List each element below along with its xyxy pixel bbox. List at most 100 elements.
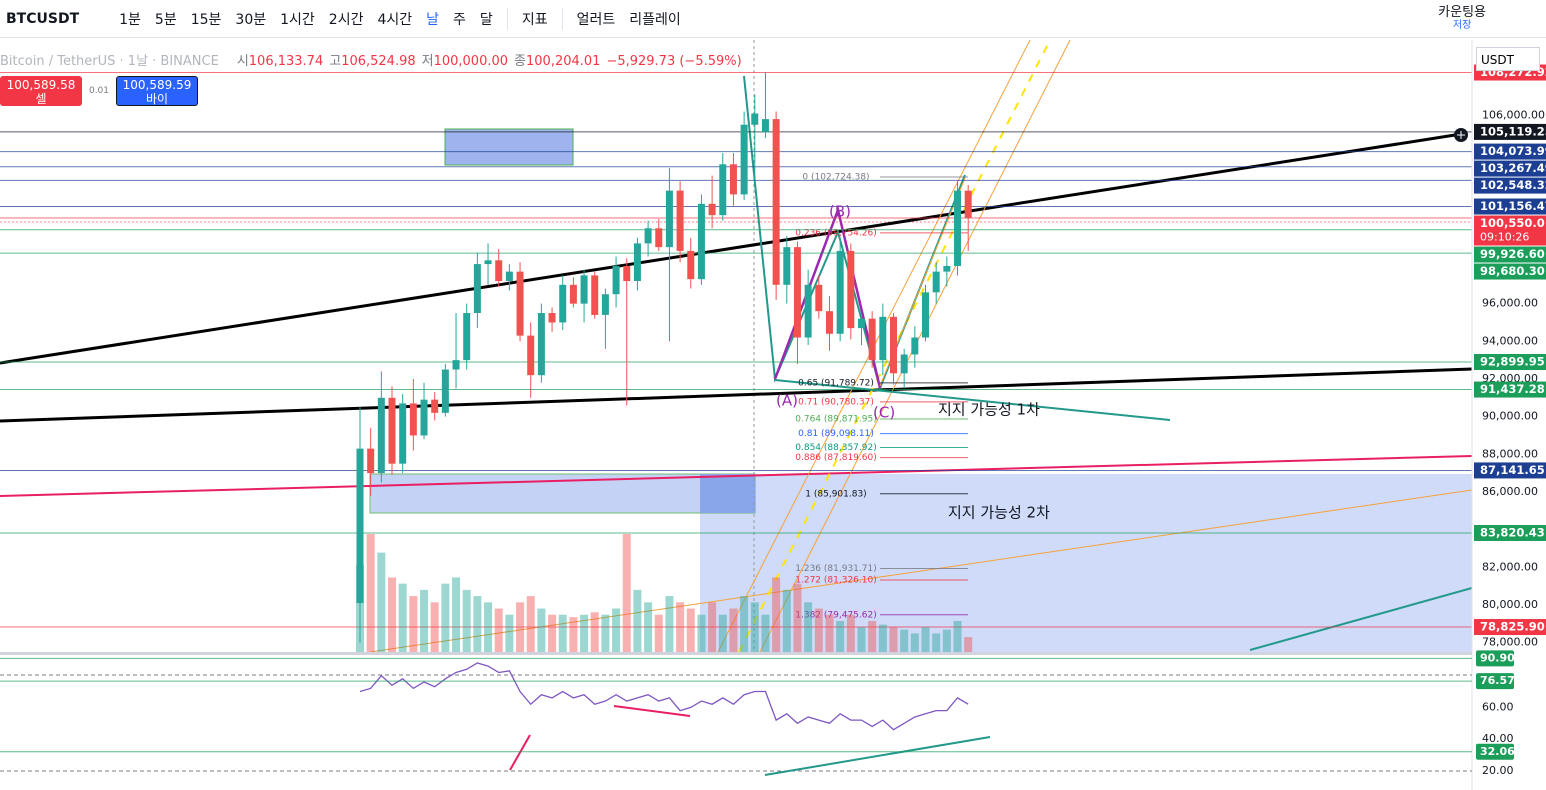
trendline	[0, 367, 1472, 423]
candle-body	[559, 284, 567, 323]
volume-bar	[708, 602, 717, 652]
buy-button[interactable]: 100,589.59 바이	[116, 76, 198, 106]
fib-label: 1.382 (79,475.62)	[795, 610, 876, 620]
candle-body	[484, 260, 492, 265]
divergence	[509, 734, 531, 771]
volume-bar	[420, 589, 429, 652]
price-marker	[1474, 354, 1546, 371]
zone	[444, 128, 574, 166]
volume-bar	[814, 608, 823, 652]
interval[interactable]: 1시간	[280, 11, 315, 28]
interval[interactable]: 날	[426, 11, 440, 28]
wave-label: (C)	[873, 404, 895, 422]
volume-bar	[804, 602, 813, 652]
toolbar: BTCUSDT 1분 5분 15분 30분 1시간 2시간 4시간 날 주 달 지표 얼러트 리플…	[0, 0, 1546, 38]
indicators[interactable]: 지표	[521, 11, 548, 28]
candle-body	[815, 284, 823, 312]
price-marker	[1474, 619, 1546, 636]
alert[interactable]: 얼러트	[576, 11, 616, 28]
volume-bar	[686, 608, 695, 652]
interval[interactable]: 15분	[190, 11, 222, 28]
candle-body	[900, 354, 908, 374]
volume-bar	[932, 633, 941, 652]
volume-bar	[740, 596, 749, 652]
candle-body	[751, 113, 759, 125]
candle-body	[911, 337, 919, 355]
volume-bar	[484, 602, 493, 652]
price-marker	[1474, 263, 1546, 280]
candle-body	[719, 164, 727, 216]
price-marker	[1474, 123, 1546, 140]
candle-body	[655, 228, 663, 248]
price-marker-label: 92,899.95	[1480, 355, 1545, 369]
fib-label: 0.854 (88,357.92)	[795, 443, 876, 453]
intervals: 1분 5분 15분 30분 1시간 2시간 4시간 날 주 달	[119, 9, 507, 29]
zone	[700, 474, 755, 513]
fib-label: 0.886 (87,819.60)	[795, 453, 876, 463]
volume-bar	[633, 589, 642, 652]
interval[interactable]: 1분	[119, 11, 141, 28]
ohlc-label: 고	[329, 54, 342, 69]
volume-bar	[782, 589, 791, 652]
price-marker-label: 105,119.25	[1480, 124, 1546, 138]
candle-body	[676, 190, 684, 251]
rsi-pane	[0, 657, 1472, 776]
interval[interactable]: 주	[453, 11, 466, 28]
candle-body	[495, 260, 503, 282]
sell-price: 100,589.58	[6, 78, 76, 92]
y-tick-label: 90,000.00	[1482, 410, 1538, 423]
price-marker-label: 91,437.28	[1480, 382, 1545, 396]
candle-body	[441, 369, 449, 413]
interval[interactable]: 4시간	[377, 11, 413, 28]
currency-select[interactable]: USDT	[1476, 47, 1540, 71]
volume-bar	[516, 602, 525, 652]
wave-label: (A)	[776, 392, 798, 410]
volume-bar	[537, 608, 546, 652]
candle-body	[505, 271, 513, 282]
layout[interactable]: 카운팅용 저장	[1438, 6, 1486, 32]
replay[interactable]: 리플레이	[629, 11, 681, 28]
interval[interactable]: 5분	[154, 11, 177, 28]
candle-body	[388, 397, 396, 464]
volume-bar	[622, 534, 631, 652]
rsi-tick-label: 20.00	[1482, 764, 1514, 777]
fib-label: 1.272 (81,326.10)	[795, 575, 876, 585]
candle-body	[697, 203, 705, 280]
volume-bar	[878, 624, 887, 652]
sell-button[interactable]: 100,589.58 셀	[0, 76, 82, 106]
candle-body	[356, 448, 364, 604]
volume-bar	[857, 627, 866, 652]
rsi-marker-label: 90.90	[1480, 651, 1515, 664]
rsi-marker	[1476, 650, 1514, 667]
interval[interactable]: 달	[479, 11, 493, 28]
candle-body	[772, 119, 780, 285]
spread: 0.01	[88, 86, 110, 96]
candle-body	[452, 360, 460, 370]
candle-body	[399, 403, 407, 464]
volume-bar	[889, 627, 898, 652]
candle-body	[367, 448, 375, 474]
candle-body	[943, 265, 951, 272]
volume-bar	[462, 589, 471, 652]
volume-bar	[644, 602, 653, 652]
volume-bar	[868, 620, 877, 652]
candle-body	[473, 264, 481, 314]
change: −5,929.73 (−5.59%)	[606, 54, 742, 69]
legend-title: Bitcoin / TetherUS · 1날 · BINANCE	[0, 54, 219, 69]
candle-body	[463, 313, 471, 361]
symbol[interactable]: BTCUSDT	[6, 10, 80, 27]
separator	[561, 7, 563, 30]
candle-body	[431, 399, 439, 413]
interval[interactable]: 2시간	[328, 11, 364, 28]
save[interactable]: 저장	[1452, 19, 1472, 31]
candle-body	[761, 119, 769, 133]
buy-price: 100,589.59	[122, 78, 192, 92]
rsi-marker-label: 32.06	[1480, 745, 1515, 758]
interval[interactable]: 30분	[235, 11, 267, 28]
rsi-marker-label: 76.57	[1480, 674, 1515, 687]
volume-bar	[761, 614, 770, 652]
rsi-tick-label: 60.00	[1482, 700, 1514, 713]
price-marker-label: 103,267.49	[1480, 161, 1546, 175]
candle-body	[847, 250, 855, 329]
price-marker-label: 101,156.47	[1480, 199, 1546, 213]
